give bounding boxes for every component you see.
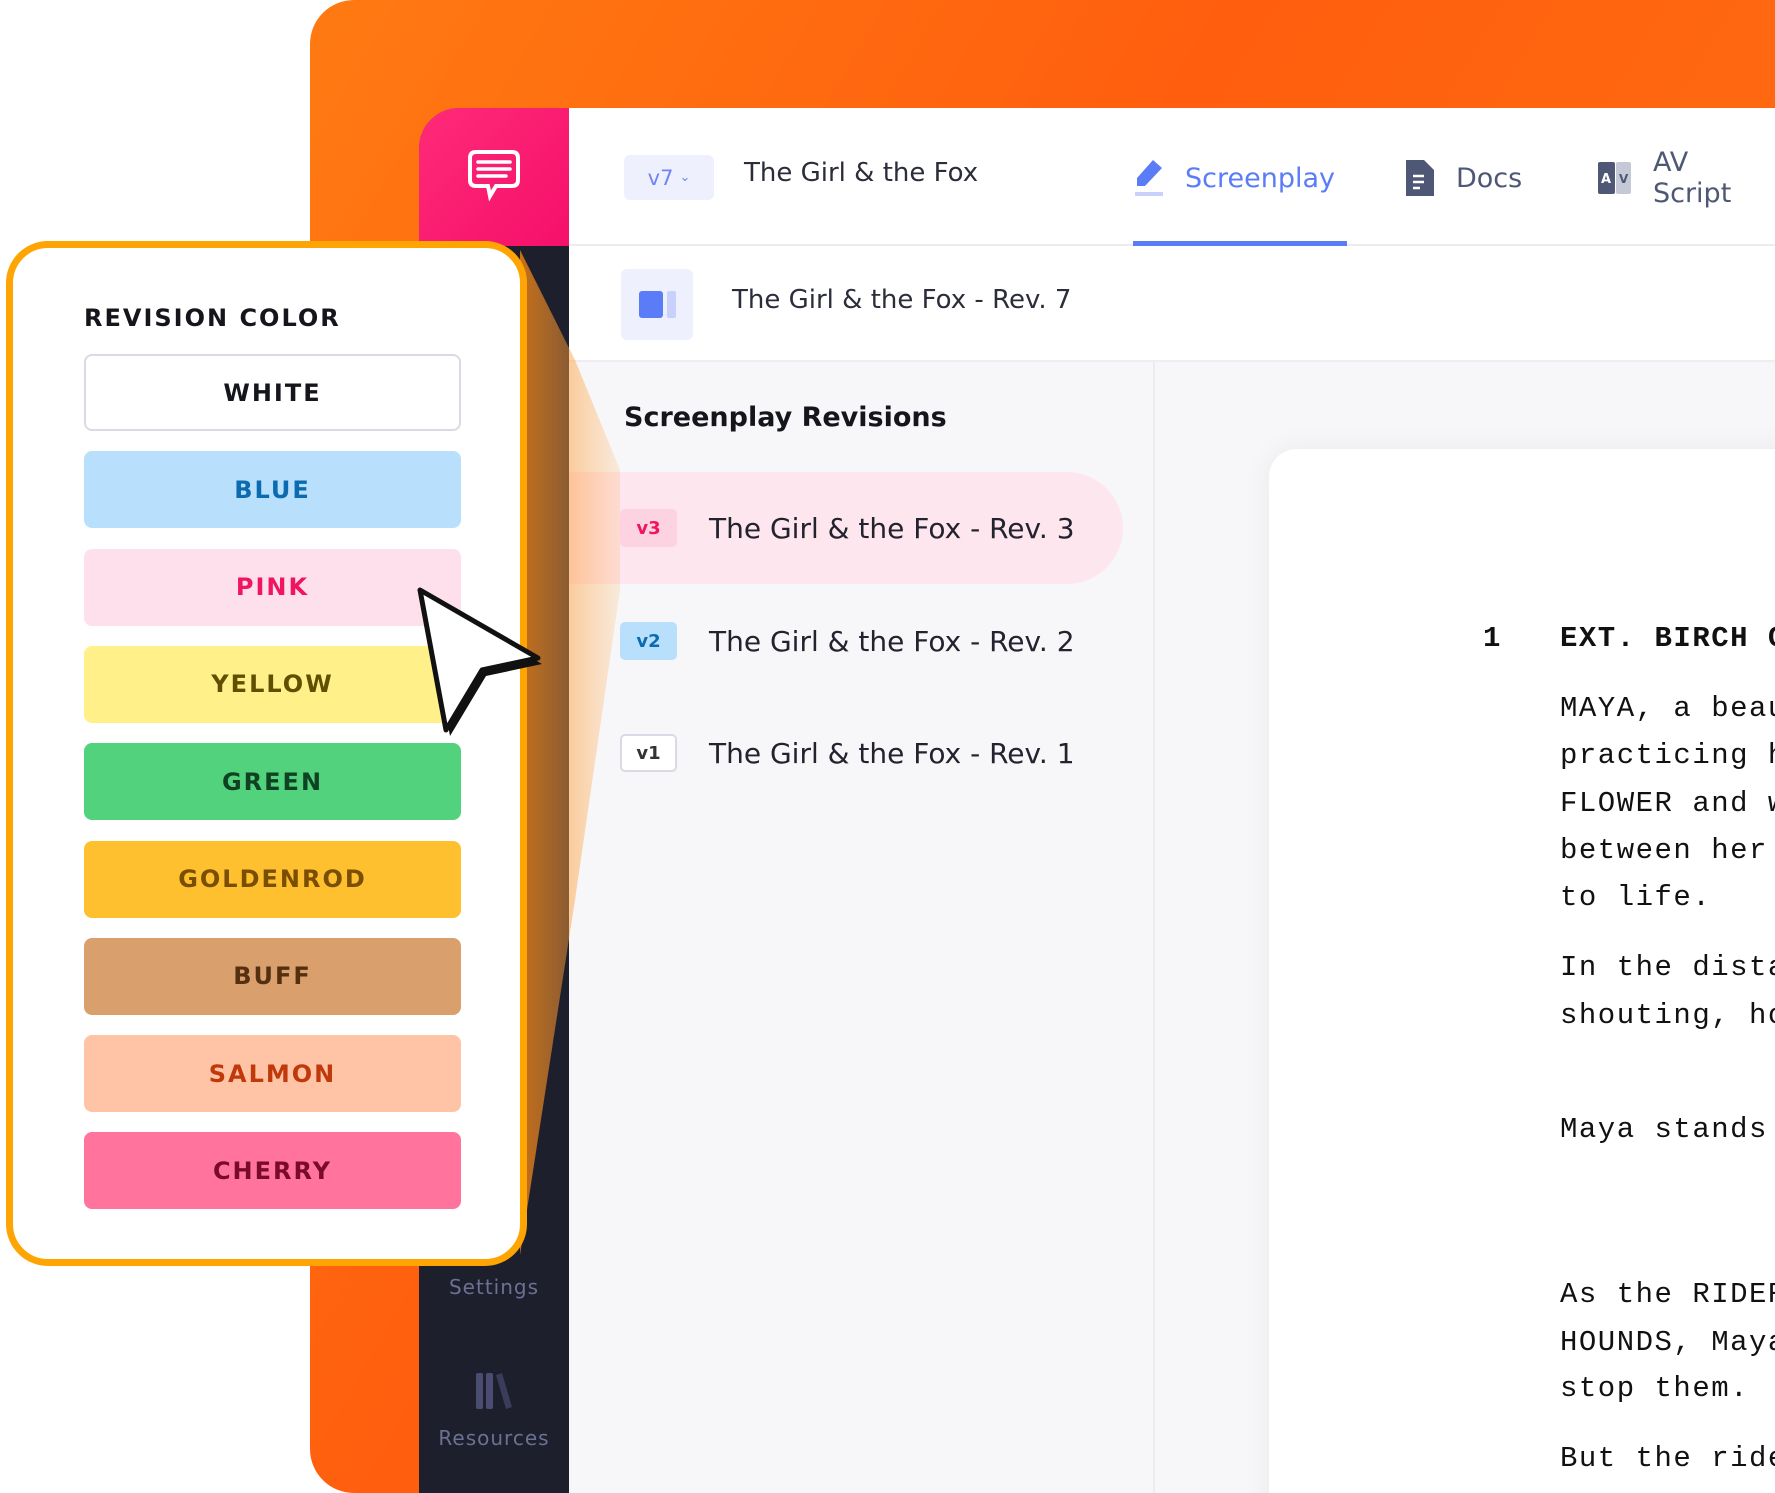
logo-area[interactable] (419, 108, 569, 246)
color-option-cherry[interactable]: CHERRY (84, 1132, 461, 1210)
revision-item-v2[interactable]: v2 The Girl & the Fox - Rev. 2 (569, 585, 1123, 697)
script-line: In the dista (1560, 951, 1775, 984)
scene-number: 1 (1483, 622, 1502, 655)
document-title: The Girl & the Fox - Rev. 7 (732, 285, 1072, 315)
revision-item-v1[interactable]: v1 The Girl & the Fox - Rev. 1 (569, 697, 1123, 809)
books-icon (476, 1373, 512, 1409)
tab-label: AV Script (1652, 147, 1732, 209)
document-header: The Girl & the Fox - Rev. 7 (569, 246, 1775, 362)
script-line: practicing h (1560, 739, 1775, 772)
svg-text:A: A (1601, 172, 1611, 187)
color-option-green[interactable]: GREEN (84, 743, 461, 821)
script-line: stop them. (1560, 1372, 1750, 1405)
revision-title: The Girl & the Fox - Rev. 2 (709, 624, 1075, 658)
popup-title: REVISION COLOR (84, 304, 341, 332)
script-line: Maya stands (1560, 1113, 1775, 1146)
color-option-blue[interactable]: BLUE (84, 451, 461, 529)
script-page[interactable] (1269, 449, 1775, 1493)
color-option-yellow[interactable]: YELLOW (84, 645, 461, 723)
active-tab-underline (1133, 241, 1347, 246)
script-line: MAYA, a beau (1560, 692, 1775, 725)
script-line: But the ride (1560, 1442, 1775, 1475)
color-option-white[interactable]: WHITE (84, 354, 461, 431)
color-option-salmon[interactable]: SALMON (84, 1035, 461, 1113)
scene-heading: EXT. BIRCH G (1560, 622, 1775, 655)
revision-title: The Girl & the Fox - Rev. 1 (709, 736, 1075, 770)
version-badge: v2 (620, 622, 677, 660)
tab-label: Docs (1456, 162, 1523, 194)
revision-title: The Girl & the Fox - Rev. 3 (709, 511, 1075, 545)
document-icon (1406, 160, 1434, 196)
version-badge: v3 (620, 509, 677, 547)
tab-label: Screenplay (1185, 162, 1335, 194)
color-option-buff[interactable]: BUFF (84, 937, 461, 1015)
chat-bubble-icon (468, 150, 520, 202)
revision-item-v3[interactable]: v3 The Girl & the Fox - Rev. 3 (569, 472, 1123, 584)
header: v7 ⌄ The Girl & the Fox Screenplay Docs … (569, 108, 1775, 246)
version-label: v7 (647, 165, 674, 190)
script-line: shouting, ho (1560, 999, 1775, 1032)
color-option-pink[interactable]: PINK (84, 548, 461, 626)
version-dropdown[interactable]: v7 ⌄ (624, 155, 714, 200)
rail-item-resources[interactable]: Resources (438, 1426, 550, 1450)
chevron-down-icon: ⌄ (679, 170, 691, 185)
script-line: HOUNDS, Maya (1560, 1326, 1775, 1359)
project-title: The Girl & the Fox (744, 158, 979, 188)
version-badge: v1 (620, 734, 677, 772)
script-line: FLOWER and w (1560, 787, 1775, 820)
revisions-panel: Screenplay Revisions v3 The Girl & the F… (569, 362, 1155, 1493)
pencil-icon (1135, 160, 1163, 196)
revision-color-popup: REVISION COLOR WHITE BLUE PINK YELLOW GREEN G… (6, 241, 527, 1266)
revisions-heading: Screenplay Revisions (624, 402, 947, 433)
rail-item-settings[interactable]: Settings (448, 1275, 540, 1299)
panel-toggle-button[interactable] (621, 269, 693, 340)
script-line: to life. (1560, 881, 1712, 914)
script-line: As the RIDER (1560, 1278, 1775, 1311)
panel-icon (639, 291, 676, 318)
script-line: between her (1560, 834, 1775, 867)
mouse-cursor-icon (417, 587, 542, 736)
tab-docs[interactable]: Docs (1404, 148, 1522, 208)
color-option-goldenrod[interactable]: GOLDENROD (84, 840, 461, 918)
app-window: Settings Resources v7 ⌄ The Girl & the F… (419, 108, 1775, 1493)
svg-text:V: V (1619, 172, 1629, 186)
tab-screenplay[interactable]: Screenplay (1133, 148, 1335, 208)
